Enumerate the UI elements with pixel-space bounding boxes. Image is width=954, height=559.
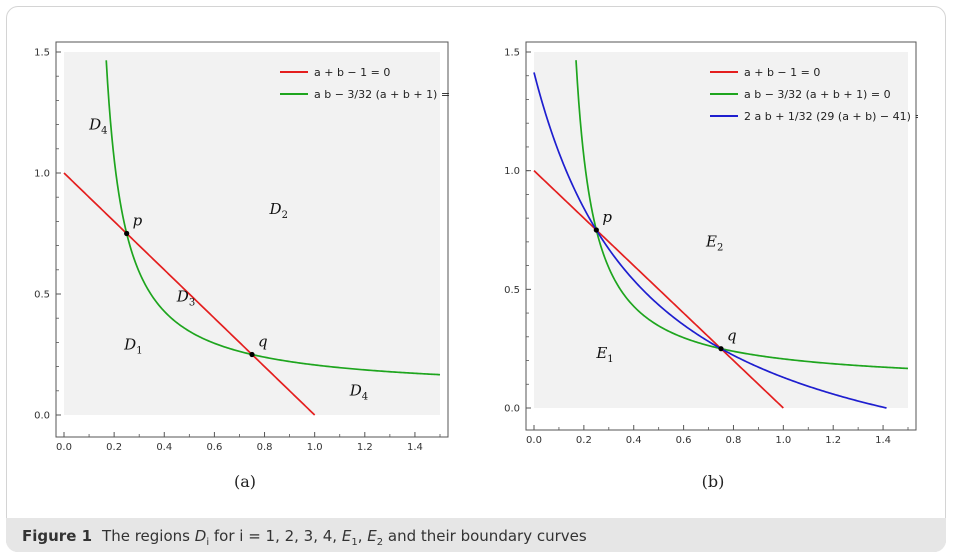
point-q-marker — [249, 351, 255, 358]
point-p-marker — [124, 230, 130, 237]
x-tick-label: 0.0 — [526, 435, 542, 446]
series-red-line — [63, 172, 316, 416]
point-q-marker — [718, 346, 724, 352]
x-tick-label: 0.2 — [576, 435, 592, 446]
figure-number: Figure 1 — [22, 527, 93, 545]
x-tick-label: 0.0 — [56, 442, 72, 452]
series-green-line — [575, 60, 909, 370]
y-tick-label: 1.5 — [504, 48, 520, 59]
x-tick-label: 0.6 — [676, 435, 692, 446]
legend-entry: a + b − 1 = 0 — [314, 66, 390, 79]
plot-frame — [55, 41, 449, 438]
plot-frame — [525, 41, 917, 431]
caption-bar — [6, 518, 946, 552]
x-tick-label: 1.4 — [407, 442, 423, 452]
legend-entry: a b − 3/32 (a + b + 1) = 0 — [314, 88, 450, 101]
y-tick-label: 1.0 — [504, 166, 520, 177]
series-green-line — [105, 60, 441, 376]
figure-caption: Figure 1 The regions Di for i = 1, 2, 3, … — [22, 527, 587, 548]
x-tick-label: 1.4 — [875, 435, 891, 446]
y-tick-label: 0.5 — [504, 285, 520, 296]
y-tick-label: 0.5 — [34, 290, 50, 301]
subplot-label-b: (b) — [701, 472, 725, 491]
plot-area — [534, 52, 908, 408]
y-tick-label: 0.0 — [34, 411, 50, 422]
legend-entry: a b − 3/32 (a + b + 1) = 0 — [744, 88, 891, 101]
x-tick-label: 1.2 — [825, 435, 841, 446]
x-tick-label: 1.2 — [357, 442, 373, 452]
legend-entry: a + b − 1 = 0 — [744, 66, 820, 79]
x-tick-label: 1.0 — [307, 442, 323, 452]
chart-panel-a: 0.0 0.2 0.4 0.6 0.8 1.0 1.2 1.40.00.51.01.5pqD4… — [34, 41, 450, 452]
x-tick-label: 0.6 — [206, 442, 222, 452]
chart-panel-b: 0.0 0.2 0.4 0.6 0.8 1.0 1.2 1.40.00.51.01.5pqE2… — [504, 41, 918, 446]
point-label: q — [258, 333, 268, 351]
plot-area — [64, 52, 440, 415]
subplot-label-a: (a) — [233, 472, 257, 491]
series-red-line — [533, 170, 784, 409]
legend-entry: 2 a b + 1/32 (29 (a + b) − 41) = 0 — [744, 110, 918, 123]
caption-text: The regions Di for i = 1, 2, 3, 4, E1, E… — [102, 527, 587, 548]
x-tick-label: 0.4 — [626, 435, 642, 446]
x-tick-label: 0.8 — [726, 435, 742, 446]
x-tick-label: 0.2 — [106, 442, 122, 452]
x-tick-label: 0.8 — [257, 442, 273, 452]
point-label: p — [133, 212, 143, 230]
point-label: q — [727, 327, 737, 345]
y-tick-label: 1.0 — [34, 169, 50, 180]
y-tick-label: 1.5 — [34, 48, 50, 59]
y-tick-label: 0.0 — [504, 404, 520, 415]
point-label: p — [602, 208, 612, 226]
point-p-marker — [593, 227, 599, 233]
x-tick-label: 1.0 — [775, 435, 791, 446]
x-tick-label: 0.4 — [156, 442, 172, 452]
series-blue-line — [533, 72, 887, 409]
